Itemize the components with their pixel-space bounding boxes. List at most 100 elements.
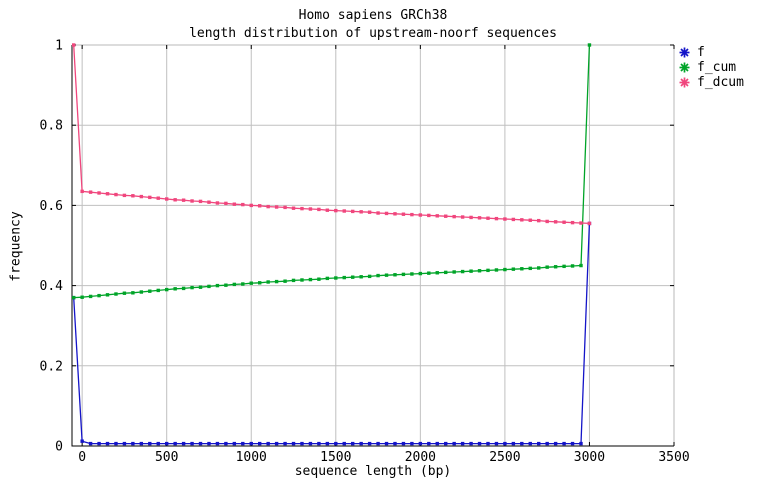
legend: f f_cum f_dcum — [678, 45, 744, 90]
data-point-marker — [291, 278, 296, 283]
data-point-marker — [367, 441, 372, 446]
data-point-marker — [579, 263, 583, 268]
data-point-marker — [71, 295, 76, 300]
data-point-marker — [122, 193, 127, 198]
series-f_dcum — [71, 43, 592, 226]
legend-marker-icon — [679, 47, 690, 58]
y-tick-label: 0.2 — [40, 359, 63, 374]
legend-marker-stroke — [680, 48, 689, 57]
x-tick-label: 1000 — [236, 450, 267, 465]
y-tick-label: 0.8 — [40, 119, 63, 134]
data-point-marker — [148, 441, 152, 446]
data-point-marker — [139, 194, 144, 199]
data-point-marker — [224, 201, 228, 206]
series-line — [73, 223, 591, 445]
data-point-marker — [562, 441, 566, 446]
data-point-marker — [359, 210, 363, 214]
data-point-marker — [258, 441, 262, 446]
data-point-marker — [181, 286, 186, 291]
data-point-marker — [351, 275, 355, 279]
data-point-marker — [435, 271, 439, 275]
data-point-marker — [139, 441, 144, 446]
data-point-marker — [351, 441, 355, 446]
data-point-marker — [444, 270, 448, 275]
data-point-marker — [258, 281, 262, 285]
data-point-marker — [139, 290, 144, 294]
data-point-marker — [122, 291, 127, 295]
data-point-marker — [553, 265, 558, 269]
data-point-marker — [325, 276, 330, 281]
data-point-marker — [148, 195, 152, 200]
data-point-marker — [342, 275, 346, 280]
data-point-marker — [537, 441, 541, 446]
legend-marker-stroke — [680, 63, 689, 72]
chart-subtitle: length distribution of upstream-noorf se… — [189, 26, 557, 41]
x-axis-label: sequence length (bp) — [294, 464, 452, 479]
data-point-marker — [173, 198, 177, 202]
data-point-marker — [427, 213, 431, 218]
series-line — [73, 44, 591, 299]
data-point-marker — [215, 201, 220, 205]
data-point-marker — [97, 293, 101, 298]
y-tick-label: 0.4 — [40, 279, 64, 294]
data-point-marker — [105, 441, 110, 446]
data-point-marker — [156, 441, 160, 446]
data-point-marker — [553, 220, 558, 224]
data-point-marker — [410, 272, 414, 276]
data-point-marker — [164, 197, 169, 201]
data-point-marker — [545, 265, 549, 269]
data-point-marker — [418, 271, 423, 276]
data-point-marker — [393, 273, 397, 277]
data-point-marker — [511, 441, 516, 446]
data-point-marker — [224, 441, 228, 446]
data-point-marker — [579, 441, 583, 446]
data-point-marker — [393, 441, 397, 446]
data-point-marker — [562, 264, 566, 269]
data-point-marker — [156, 288, 160, 293]
data-point-marker — [308, 207, 313, 211]
data-point-marker — [207, 284, 211, 289]
data-point-marker — [503, 267, 507, 272]
data-point-marker — [190, 441, 194, 446]
data-point-marker — [317, 441, 321, 446]
data-point-marker — [241, 202, 245, 207]
data-point-marker — [308, 441, 313, 446]
legend-marker-icon — [679, 77, 690, 88]
data-point-marker — [131, 194, 135, 198]
data-point-marker — [545, 219, 549, 224]
data-point-marker — [520, 441, 524, 446]
data-point-marker — [452, 441, 456, 446]
legend-label: f_dcum — [697, 75, 744, 90]
data-point-marker — [300, 206, 304, 211]
y-tick-label: 0.6 — [40, 199, 63, 214]
data-point-marker — [435, 441, 439, 446]
data-point-marker — [342, 209, 346, 213]
data-point-marker — [494, 268, 499, 272]
data-point-marker — [249, 441, 253, 446]
x-tick-label: 2500 — [489, 450, 520, 465]
series-f — [71, 221, 592, 446]
data-point-marker — [477, 216, 482, 220]
data-point-marker — [460, 441, 465, 446]
data-point-marker — [537, 218, 541, 223]
data-point-marker — [334, 208, 338, 213]
data-point-marker — [258, 204, 262, 208]
data-point-marker — [570, 220, 575, 225]
data-point-marker — [418, 441, 423, 446]
chart-title: Homo sapiens GRCh38 — [298, 8, 448, 23]
data-point-marker — [359, 275, 363, 279]
data-point-marker — [114, 192, 118, 197]
data-point-marker — [198, 441, 203, 446]
data-point-marker — [435, 214, 439, 218]
data-point-marker — [148, 289, 152, 293]
data-point-marker — [460, 269, 465, 274]
data-point-marker — [376, 211, 380, 215]
data-point-marker — [164, 441, 169, 446]
data-point-marker — [410, 212, 414, 217]
x-tick-label: 0 — [78, 450, 86, 465]
data-point-marker — [469, 441, 473, 446]
legend-item-f_cum: f_cum — [678, 60, 744, 75]
data-point-marker — [486, 441, 490, 446]
data-point-marker — [274, 279, 279, 284]
data-point-marker — [131, 291, 135, 295]
